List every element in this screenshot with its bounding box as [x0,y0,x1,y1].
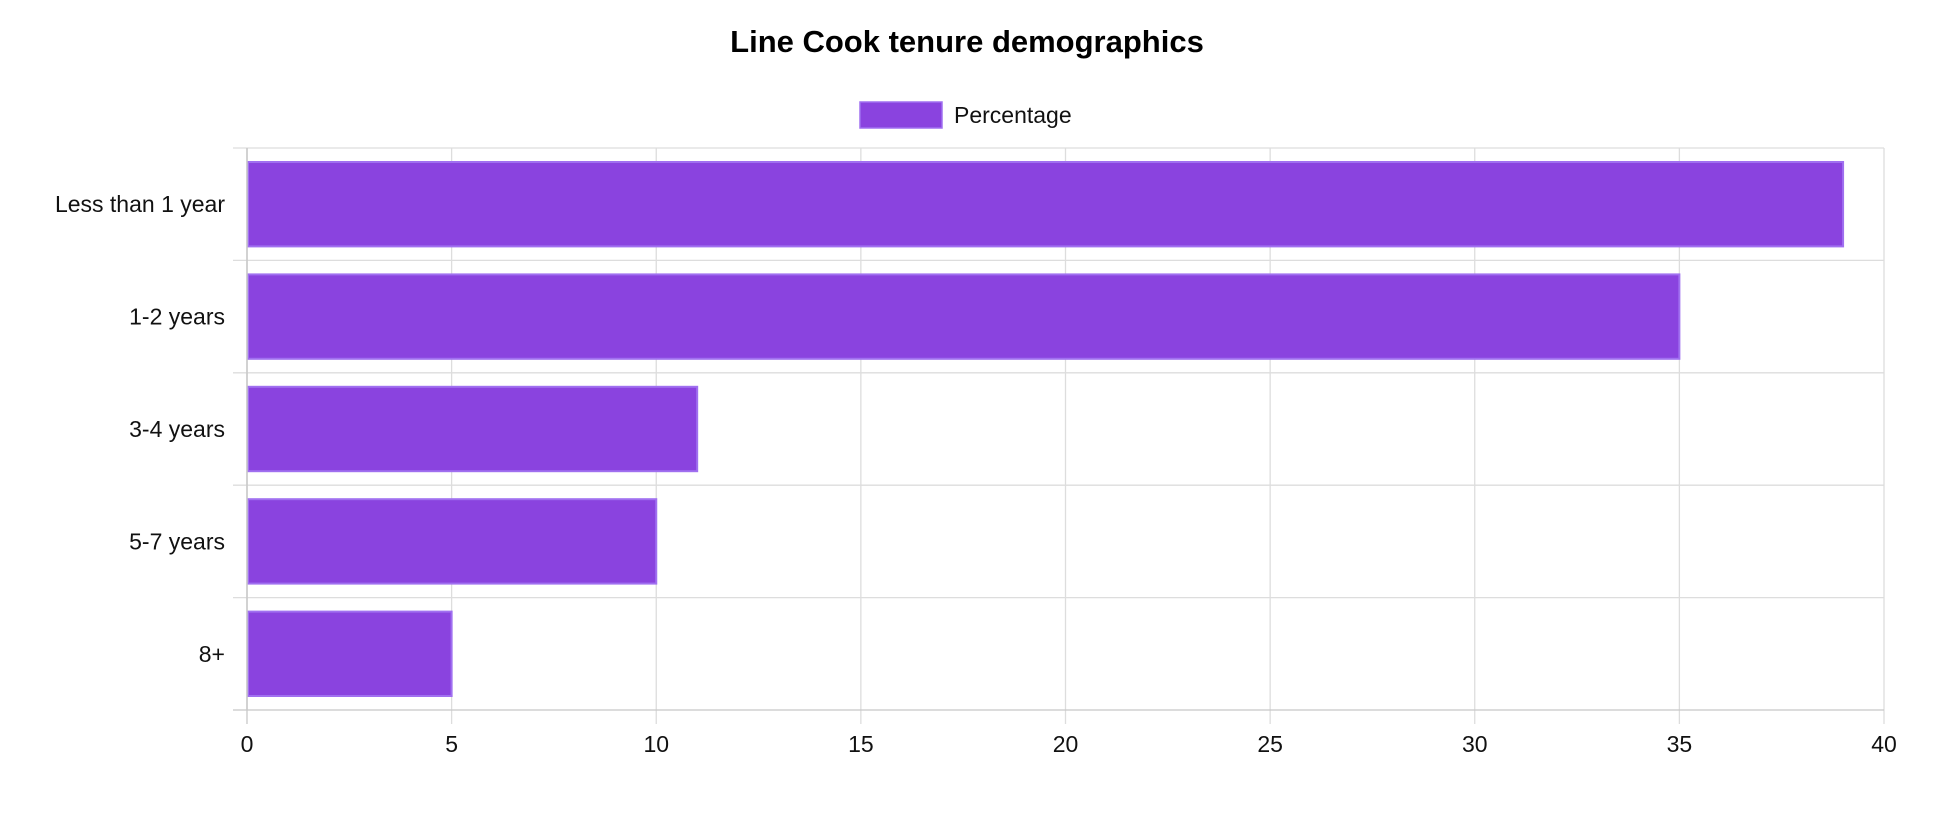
x-tick-label: 30 [1462,731,1488,757]
bar[interactable] [247,610,453,697]
bar[interactable] [247,385,699,473]
x-tick-label: 20 [1053,731,1079,757]
x-tick-label: 40 [1871,731,1897,757]
chart-title: Line Cook tenure demographics [730,24,1204,59]
bar[interactable] [247,273,1681,360]
tick-labels: 0 5 10 15 20 25 30 35 40 [241,731,1897,757]
x-tick-label: 15 [848,731,874,757]
x-tick-label: 35 [1667,731,1693,757]
category-label: 1-2 years [129,304,225,330]
x-tick-label: 0 [241,731,254,757]
bars [247,161,1845,697]
category-label: 5-7 years [129,528,225,554]
category-labels: Less than 1 year 1-2 years 3-4 years 5-7 ye… [55,191,225,667]
category-label: 8+ [199,641,225,667]
category-label: Less than 1 year [55,191,225,217]
legend-swatch [859,101,943,129]
legend-label: Percentage [954,102,1072,128]
x-tick-label: 5 [445,731,458,757]
bar[interactable] [247,161,1845,248]
category-label: 3-4 years [129,416,225,442]
legend[interactable]: Percentage [859,101,1072,129]
bar[interactable] [247,498,658,585]
x-tick-label: 10 [643,731,669,757]
x-tick-label: 25 [1257,731,1283,757]
